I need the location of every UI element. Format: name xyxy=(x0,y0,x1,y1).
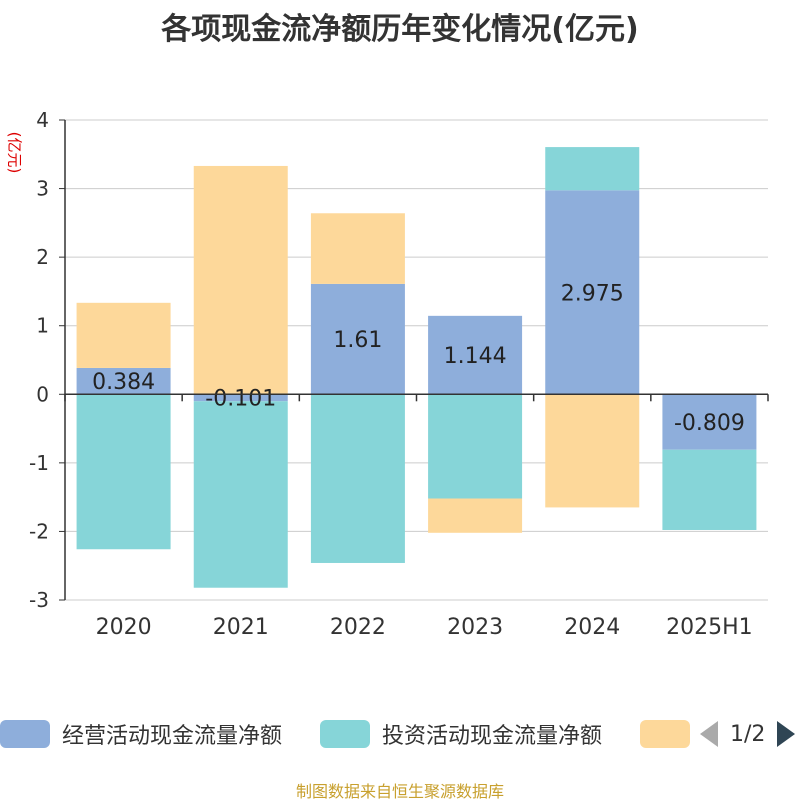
y-tick-label: -2 xyxy=(29,519,49,543)
bar-operating-2020 xyxy=(76,367,171,395)
bar-operating-2025H1 xyxy=(662,394,757,450)
y-tick-label: -1 xyxy=(29,451,49,475)
bar-investing-2025H1 xyxy=(662,449,757,530)
x-tick-label-2024: 2024 xyxy=(564,615,620,640)
legend-label-operating: 经营活动现金流量净额 xyxy=(62,724,283,749)
y-tick-label: -3 xyxy=(29,588,49,612)
bar-operating-2023 xyxy=(428,315,523,395)
bar-third-2023 xyxy=(428,498,523,533)
source-note: 制图数据来自恒生聚源数据库 xyxy=(295,782,504,801)
data-label-2023: 1.144 xyxy=(444,344,507,369)
legend-swatch-operating xyxy=(0,720,50,748)
x-tick-label-2022: 2022 xyxy=(330,615,386,640)
data-label-2020: 0.384 xyxy=(92,370,155,395)
bar-investing-2023 xyxy=(428,394,523,499)
prev-page-icon[interactable] xyxy=(700,721,718,747)
legend-pager: 1/2 xyxy=(700,717,796,751)
data-label-2025H1: -0.809 xyxy=(674,411,745,436)
y-tick-label: 4 xyxy=(36,108,49,132)
legend-swatch-third xyxy=(640,720,690,748)
x-tick-label-2020: 2020 xyxy=(96,615,152,640)
x-tick-label-2021: 2021 xyxy=(213,615,269,640)
y-tick-label: 3 xyxy=(36,177,49,201)
legend-item-operating[interactable]: 经营活动现金流量净额 xyxy=(0,717,282,751)
x-tick-label-2025H1: 2025H1 xyxy=(666,615,753,640)
x-tick-label-2023: 2023 xyxy=(447,615,503,640)
legend-item-third[interactable] xyxy=(640,717,702,751)
bar-third-2020 xyxy=(76,302,171,368)
bar-third-2022 xyxy=(310,213,405,284)
bar-operating-2022 xyxy=(310,283,405,395)
legend-item-investing[interactable]: 投资活动现金流量净额 xyxy=(320,717,602,751)
bar-third-2024 xyxy=(545,394,640,508)
bar-operating-2024 xyxy=(545,190,640,395)
bar-operating-2021 xyxy=(193,394,288,402)
legend-swatch-investing xyxy=(320,720,370,748)
bar-investing-2022 xyxy=(310,394,405,563)
data-label-2022: 1.61 xyxy=(333,328,382,353)
y-tick-label: 1 xyxy=(36,314,49,338)
data-label-2024: 2.975 xyxy=(561,281,624,306)
bar-third-2021 xyxy=(193,165,288,395)
bar-investing-2021 xyxy=(193,401,288,588)
page-indicator: 1/2 xyxy=(730,721,766,747)
bar-investing-2024 xyxy=(545,147,640,191)
bar-chart: -3 -2 -1 0 1 2 3 4 0.384 -0.101 1.61 1.144 2.975 -0.8… xyxy=(29,108,769,640)
y-tick-label: 2 xyxy=(36,245,49,269)
data-label-2021: -0.101 xyxy=(205,387,276,412)
legend-label-investing: 投资活动现金流量净额 xyxy=(382,724,603,749)
y-tick-label: 0 xyxy=(36,382,49,406)
next-page-icon[interactable] xyxy=(777,721,796,747)
bar-investing-2020 xyxy=(76,394,171,550)
chart-title: 各项现金流净额历年变化情况(亿元) xyxy=(161,12,639,47)
